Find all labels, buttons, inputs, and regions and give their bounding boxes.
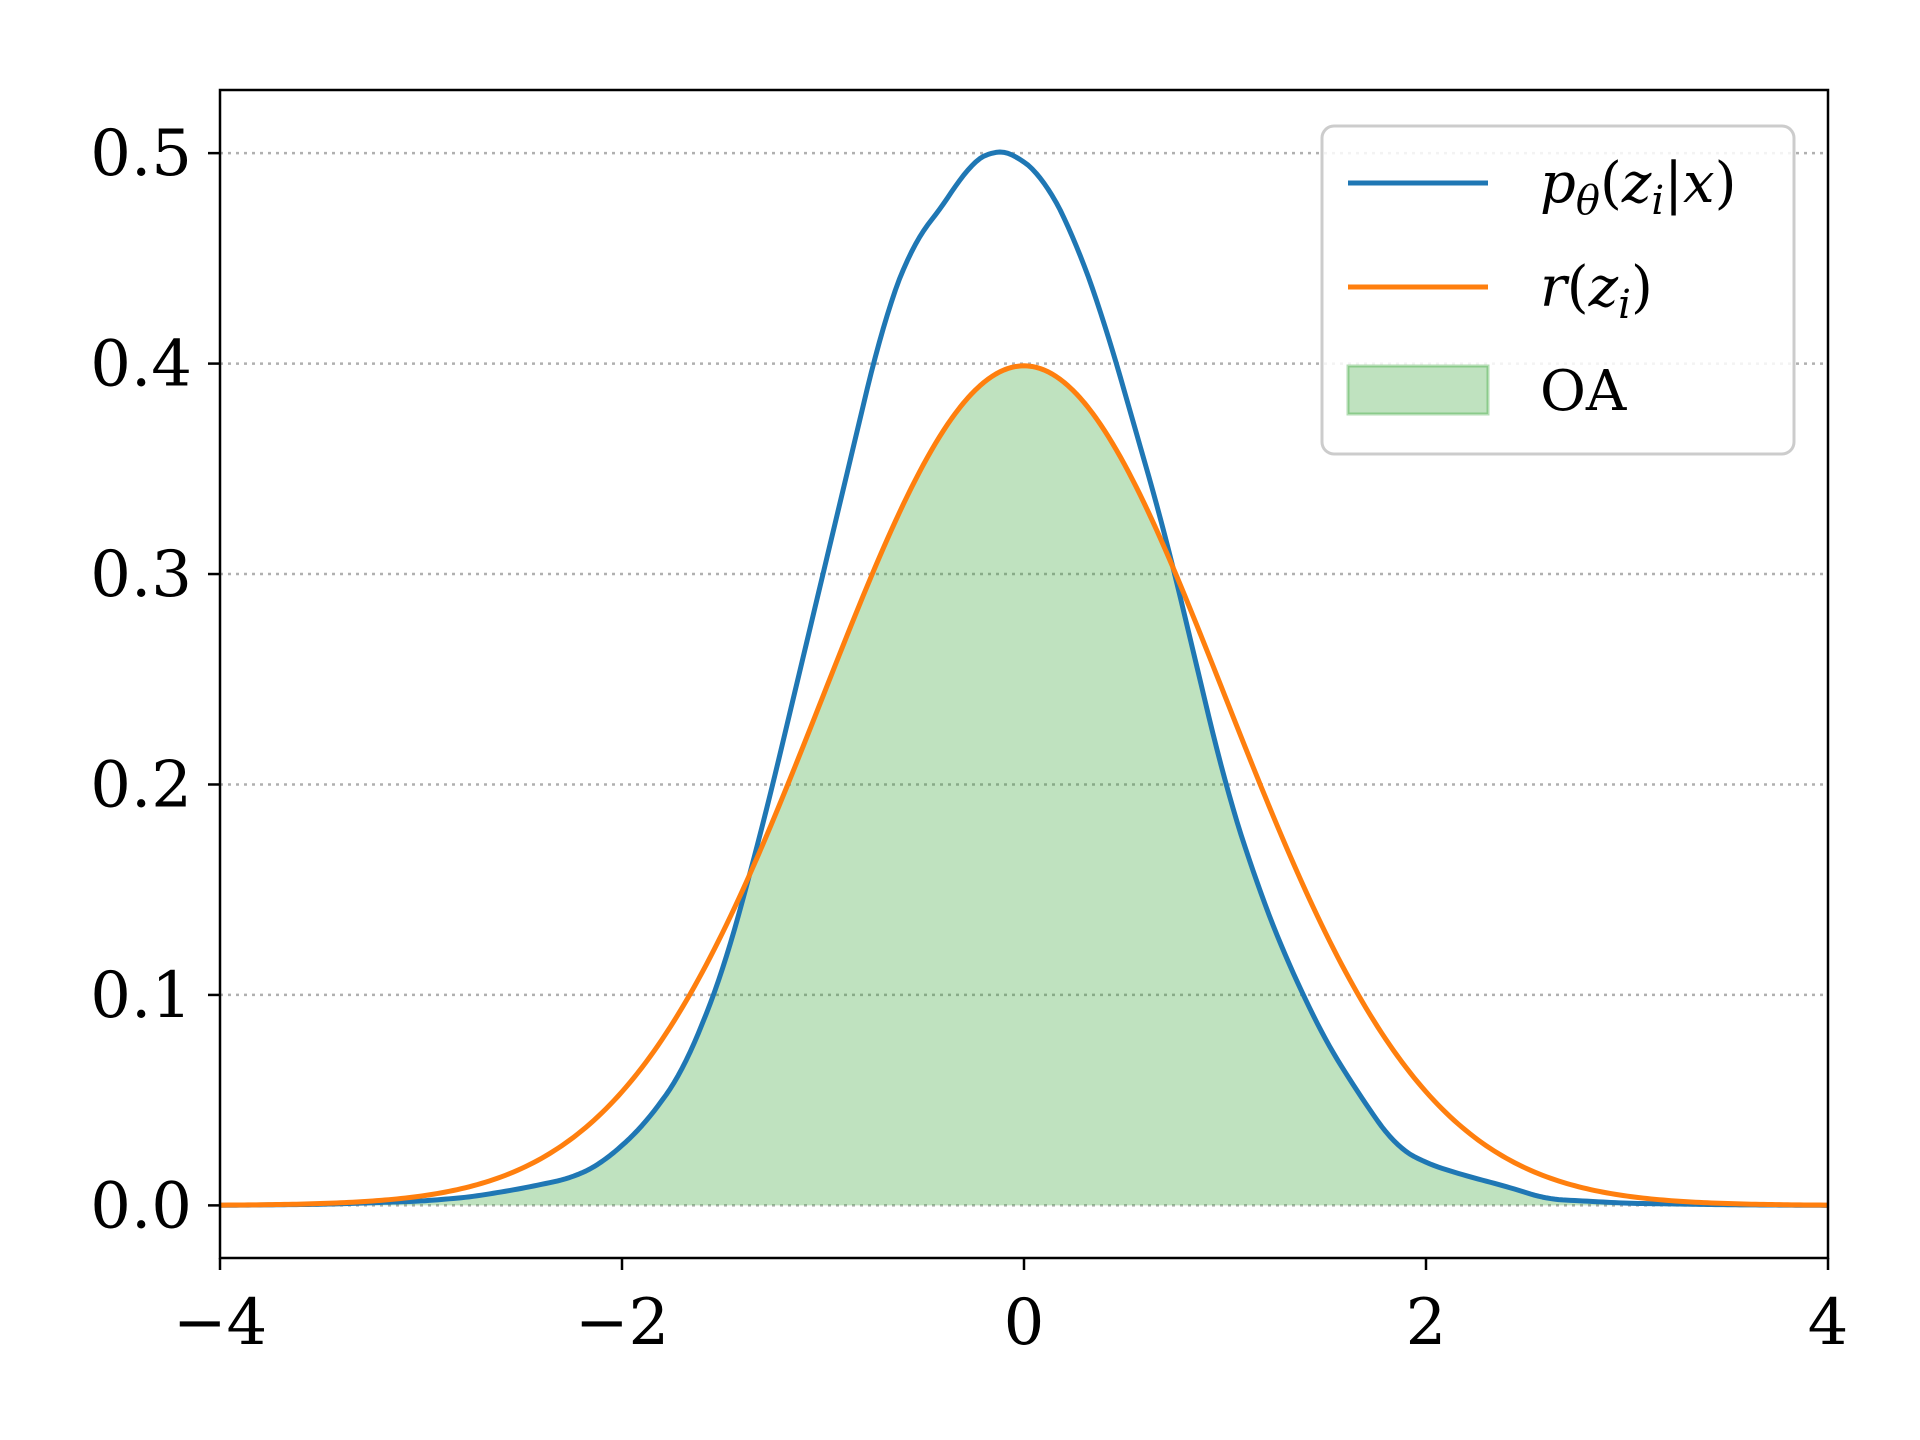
y-tick-label-2: 0.2	[90, 748, 192, 822]
y-axis-ticks: 0.0 0.1 0.2 0.3 0.4 0.5	[90, 117, 220, 1243]
legend-label-p-theta: pθ(zi|x)	[1540, 151, 1736, 224]
oa-area-fill	[220, 365, 1828, 1206]
legend-swatch-oa	[1346, 364, 1490, 416]
legend-label-oa: OA	[1540, 359, 1627, 424]
legend-label-r: r(zi)	[1540, 255, 1653, 328]
x-tick-label-3: 2	[1406, 1286, 1447, 1360]
y-tick-label-5: 0.5	[90, 117, 192, 191]
legend: pθ(zi|x) r(zi) OA	[1320, 124, 1796, 456]
x-tick-label-0: −4	[173, 1286, 267, 1360]
series-r-line	[219, 363, 1829, 1208]
x-tick-label-1: −2	[575, 1286, 669, 1360]
series-p-theta-line	[219, 149, 1829, 1208]
y-tick-label-3: 0.3	[90, 538, 192, 612]
x-tick-label-4: 4	[1808, 1286, 1849, 1360]
y-tick-label-4: 0.4	[90, 328, 192, 402]
legend-frame	[1320, 124, 1796, 456]
x-axis-ticks: −4 −2 0 2 4	[173, 1258, 1849, 1360]
y-tick-label-1: 0.1	[90, 959, 192, 1033]
x-tick-label-2: 0	[1004, 1286, 1045, 1360]
y-tick-label-0: 0.0	[90, 1169, 192, 1243]
